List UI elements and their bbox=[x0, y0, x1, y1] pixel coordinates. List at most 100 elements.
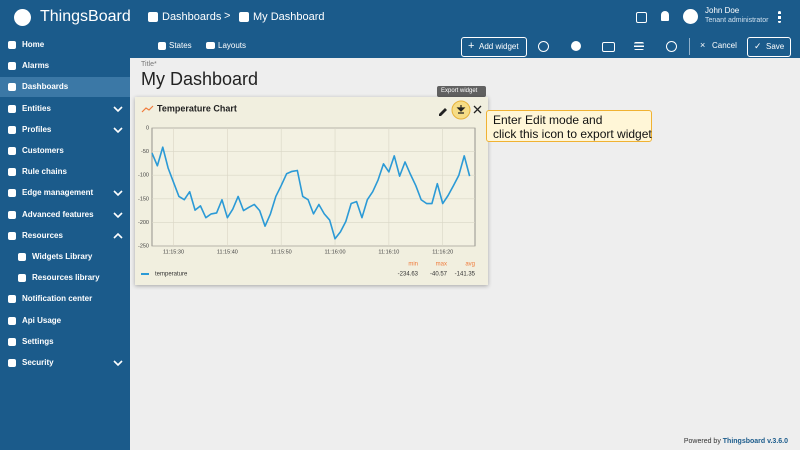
y-tick-label: -100 bbox=[138, 173, 149, 179]
nav-label: Profiles bbox=[22, 124, 52, 134]
nav-item[interactable]: Resources bbox=[0, 226, 130, 246]
user-name: John Doe bbox=[705, 6, 740, 15]
nav-label: Advanced features bbox=[22, 209, 94, 219]
nav-label: Resources library bbox=[32, 273, 100, 283]
close-button[interactable] bbox=[473, 105, 482, 114]
dashboard-title: My Dashboard bbox=[141, 69, 259, 89]
nav-icon bbox=[8, 168, 16, 177]
callout-line: click this icon to export widget bbox=[493, 127, 652, 141]
chevron bbox=[113, 212, 123, 218]
nav-icon bbox=[18, 253, 26, 261]
nav-icon bbox=[8, 62, 16, 71]
states-button[interactable]: States bbox=[169, 41, 192, 50]
tooltip: Export widget bbox=[437, 86, 486, 97]
breadcrumb-separator: > bbox=[224, 10, 231, 22]
chevron-line bbox=[113, 190, 123, 197]
widget[interactable]: Temperature Chart 0 -50 -100 -150 -200 -250 11… bbox=[135, 97, 488, 285]
nav-item[interactable]: Advanced features bbox=[0, 205, 130, 225]
nav-item[interactable]: Profiles bbox=[0, 120, 130, 140]
fullscreen-button[interactable] bbox=[636, 12, 647, 23]
nav-item[interactable]: Dashboards bbox=[0, 77, 130, 98]
save-label: Save bbox=[766, 42, 785, 51]
notifications-button[interactable] bbox=[661, 11, 669, 21]
nav-item[interactable]: Api Usage bbox=[0, 311, 130, 331]
user-menu-button[interactable] bbox=[778, 11, 781, 23]
nav-icon bbox=[8, 189, 16, 198]
check-icon: ✓ bbox=[754, 41, 762, 51]
data-line bbox=[151, 146, 471, 240]
tooltip-text: Export widget bbox=[441, 88, 478, 94]
footer: Powered by Thingsboard v.3.6.0 bbox=[684, 438, 788, 445]
chevron-line bbox=[113, 127, 123, 133]
nav-label: Home bbox=[22, 40, 45, 49]
filters-button[interactable] bbox=[634, 42, 644, 50]
user-role: Tenant administrator bbox=[705, 17, 769, 24]
nav-label: Api Usage bbox=[22, 315, 62, 325]
nav-item[interactable]: Edge management bbox=[0, 183, 130, 203]
callout-line: Enter Edit mode and bbox=[493, 113, 603, 127]
chevron bbox=[113, 360, 123, 367]
breadcrumb-current: My Dashboard bbox=[253, 11, 325, 23]
layouts-button[interactable]: Layouts bbox=[218, 41, 247, 50]
y-tick-label: -150 bbox=[138, 196, 149, 202]
nav-item[interactable]: Widgets Library bbox=[0, 247, 130, 267]
cancel-button[interactable]: Cancel bbox=[712, 41, 737, 50]
nav-label: Notification center bbox=[22, 294, 93, 304]
chevron-line bbox=[113, 232, 123, 239]
plus-icon: + bbox=[468, 40, 475, 52]
sidebar: Home Alarms Dashboards Entities Profiles Cust… bbox=[0, 35, 130, 450]
user-avatar[interactable] bbox=[683, 9, 698, 24]
nav-item[interactable]: Security bbox=[0, 353, 130, 373]
legend-stat-value: -141.35 bbox=[455, 272, 476, 278]
nav-item[interactable]: Alarms bbox=[0, 56, 130, 76]
nav-label: Settings bbox=[22, 336, 54, 346]
legend-label: temperature bbox=[155, 272, 188, 278]
nav-icon bbox=[8, 210, 16, 219]
nav-label: Widgets Library bbox=[32, 252, 93, 261]
nav-label: Customers bbox=[22, 146, 64, 155]
nav-label: Rule chains bbox=[22, 167, 67, 177]
layout-button[interactable] bbox=[602, 42, 615, 52]
nav-icon bbox=[8, 83, 16, 92]
chart-title: Temperature Chart bbox=[157, 103, 237, 113]
nav-label: Dashboards bbox=[22, 82, 69, 92]
history-button[interactable] bbox=[666, 41, 677, 52]
footer-brand[interactable]: Thingsboard v.3.6.0 bbox=[722, 438, 788, 445]
states-icon bbox=[158, 42, 166, 50]
chart: Temperature Chart 0 -50 -100 -150 -200 -250 11… bbox=[138, 100, 482, 278]
dashboard-toolbar: States Layouts + Add widget × Cancel ✓ S… bbox=[130, 35, 800, 58]
logo-text[interactable]: ThingsBoard bbox=[40, 8, 131, 25]
nav-item[interactable]: Rule chains bbox=[0, 162, 130, 182]
nav-icon bbox=[8, 316, 16, 325]
logo-icon bbox=[14, 9, 31, 26]
save-button[interactable]: ✓ Save bbox=[747, 37, 791, 57]
x-tick-label: 11:15:40 bbox=[217, 249, 238, 255]
x-tick-label: 11:16:00 bbox=[325, 249, 346, 255]
nav-label: Resources bbox=[22, 230, 63, 240]
x-tick-label: 11:16:20 bbox=[432, 249, 453, 255]
chevron-line bbox=[113, 106, 123, 112]
nav-label: Security bbox=[22, 358, 54, 367]
add-widget-button[interactable]: + Add widget bbox=[461, 37, 527, 57]
settings-button[interactable] bbox=[571, 41, 581, 51]
nav-icon bbox=[8, 337, 16, 346]
breadcrumb-link[interactable]: Dashboards bbox=[162, 11, 222, 23]
nav-item[interactable]: Customers bbox=[0, 141, 130, 161]
nav-item[interactable]: Entities bbox=[0, 99, 130, 119]
y-tick-label: -200 bbox=[138, 220, 149, 226]
nav-item[interactable]: Notification center bbox=[0, 289, 130, 309]
chevron-line bbox=[113, 360, 123, 367]
nav-item[interactable]: Home bbox=[0, 35, 130, 55]
legend-stat-value: -234.63 bbox=[398, 272, 419, 278]
cancel-icon: × bbox=[700, 40, 706, 50]
timewindow-button[interactable] bbox=[538, 41, 549, 52]
nav-icon bbox=[8, 359, 16, 367]
x-tick-label: 11:15:30 bbox=[163, 249, 184, 255]
nav-item[interactable]: Settings bbox=[0, 332, 130, 352]
nav-item[interactable]: Resources library bbox=[0, 268, 130, 288]
export-icon bbox=[456, 105, 466, 114]
nav-icon bbox=[8, 41, 16, 49]
y-tick-label: 0 bbox=[146, 125, 149, 131]
edit-button[interactable] bbox=[439, 108, 447, 116]
legend-stat-value: -40.57 bbox=[430, 272, 448, 278]
